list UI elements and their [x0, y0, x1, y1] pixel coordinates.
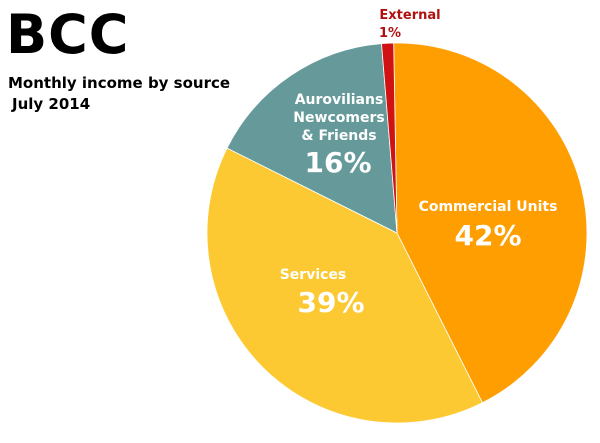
slice-label-services: Services: [280, 267, 347, 283]
chart-title: BCC: [6, 3, 130, 66]
pie-slices: [206, 42, 588, 424]
pie-labels: Commercial Units 42% Services 39% Aurovilian…: [280, 8, 558, 319]
slice-label-commercial-units: Commercial Units: [419, 199, 558, 215]
chart-date: July 2014: [12, 95, 91, 113]
slice-value-services: 39%: [297, 286, 364, 319]
pie-slice-external: [381, 42, 398, 234]
slice-label-aurovilians-newcomers-friends: Aurovilians Newcomers & Friends: [293, 92, 384, 144]
slice-label-external: External: [379, 8, 440, 23]
pie-slice-aurovilians-newcomers-friends: [226, 43, 398, 234]
slice-value-aurovilians-newcomers-friends: 16%: [304, 146, 371, 179]
chart-subtitle: Monthly income by source: [8, 74, 231, 92]
slice-value-commercial-units: 42%: [454, 219, 521, 252]
pie-slice-services: [206, 147, 483, 424]
pie-slice-commercial-units: [393, 42, 588, 404]
slice-value-external: 1%: [379, 26, 401, 41]
